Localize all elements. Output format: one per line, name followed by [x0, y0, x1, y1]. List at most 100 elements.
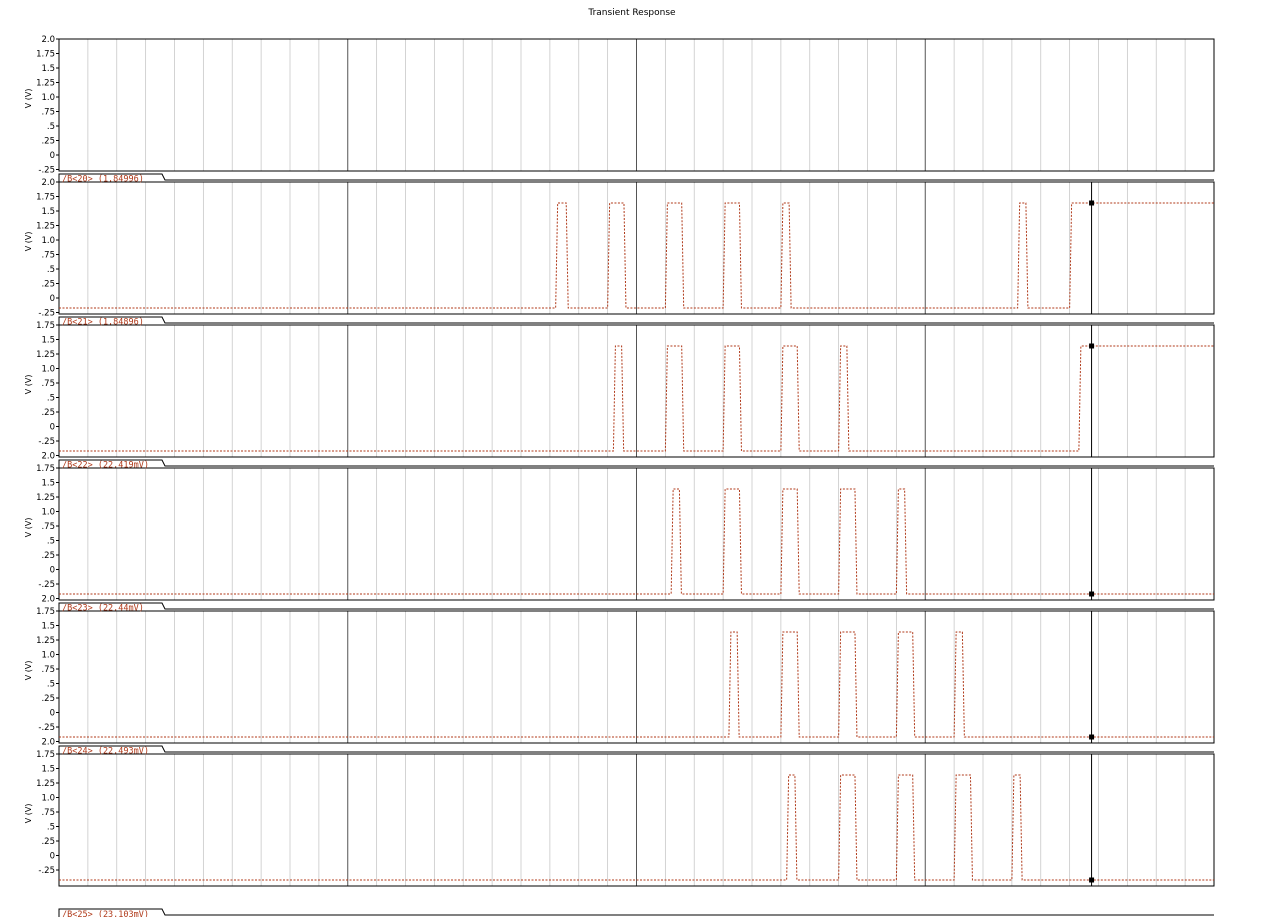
trace-line [59, 345, 1214, 452]
panel-2: 2.0 1.75 1.5 1.25 1.0 .75 .5 .25 0 -.25 V (V) /B<20… [24, 173, 1215, 319]
y-tick-label: 1.0 [41, 651, 55, 661]
plot-frame [58, 181, 1215, 315]
y-tick-label: 0 [50, 423, 55, 433]
y-tick-label: .25 [41, 551, 55, 561]
y-axis-label: V (V) [24, 804, 33, 824]
cursor-marker [1089, 343, 1095, 349]
trace-legend: /B<22> (22.419mV) [62, 461, 149, 471]
panels-layer: 2.01.751.51.251.0.75.5.250-.25V (V)2.01.… [24, 35, 1215, 887]
y-tick-label: 1.5 [41, 336, 55, 346]
y-tick-label: .25 [41, 694, 55, 704]
y-tick-label: -.25 [38, 723, 55, 733]
footer-legend-group: /B<25> (23.103mV) [58, 908, 1214, 917]
y-tick-label: .5 [47, 537, 55, 547]
y-tick-label: 0 [50, 709, 55, 719]
y-tick-label: 1.25 [36, 222, 55, 232]
y-tick-label: 0 [50, 294, 55, 304]
y-tick-label: 2.0 [41, 595, 55, 605]
y-tick-label: .25 [41, 408, 55, 418]
y-tick-label: 1.5 [41, 64, 55, 74]
y-tick-label: .5 [47, 680, 55, 690]
panel-4: 1.75 1.5 1.25 1.0 .75 .5 .25 0 -.25 2.0 V (V) /B<22… [24, 459, 1215, 605]
y-tick-label: .25 [41, 280, 55, 290]
trace-line [59, 774, 1214, 881]
y-tick-label: 1.75 [36, 50, 55, 60]
y-tick-label: 1.75 [36, 193, 55, 203]
y-tick-label: .75 [41, 808, 55, 818]
trace-legend: /B<21> (1.84896) [62, 318, 144, 328]
trace-line [59, 488, 1214, 595]
y-tick-label: 1.25 [36, 79, 55, 89]
y-tick-label: 1.75 [36, 750, 55, 760]
y-tick-label: 0 [50, 151, 55, 161]
y-tick-label: 0 [50, 852, 55, 862]
y-tick-label: -.25 [38, 309, 55, 319]
footer-legend-tab [58, 908, 1214, 917]
y-axis-label: V (V) [24, 518, 33, 538]
y-tick-label: 1.5 [41, 765, 55, 775]
y-tick-label: 2.0 [41, 35, 55, 45]
y-tick-label: 1.25 [36, 779, 55, 789]
y-tick-label: 1.25 [36, 493, 55, 503]
y-tick-label: .75 [41, 108, 55, 118]
y-tick-label: .25 [41, 837, 55, 847]
y-tick-label: 2.0 [41, 738, 55, 748]
legend-tab [58, 459, 1214, 468]
chart-title: Transient Response [587, 8, 676, 18]
y-tick-label: 1.5 [41, 479, 55, 489]
y-tick-label: .25 [41, 137, 55, 147]
legend-tab [58, 316, 1214, 325]
panel-6: 1.75 1.5 1.25 1.0 .75 .5 .25 0 -.25 V (V) /B<24> (… [24, 745, 1215, 887]
y-tick-label: 1.25 [36, 636, 55, 646]
panel-5: 1.75 1.5 1.25 1.0 .75 .5 .25 0 -.25 2.0 V (V) /B<23… [24, 602, 1215, 748]
y-tick-label: 1.75 [36, 321, 55, 331]
trace-legend: /B<24> (22.493mV) [62, 747, 149, 757]
plot-frame [58, 610, 1215, 744]
y-tick-label: -.25 [38, 866, 55, 876]
y-tick-label: 1.25 [36, 350, 55, 360]
legend-tab [58, 173, 1214, 182]
y-tick-label: 2.0 [41, 178, 55, 188]
cursor-marker [1089, 877, 1095, 883]
y-axis-label: V (V) [24, 661, 33, 681]
y-tick-label: .5 [47, 265, 55, 275]
panel-3: 1.75 1.5 1.25 1.0 .75 .5 .25 0 -.25 2.0 V (V) /B<21… [24, 316, 1215, 462]
y-axis-label: V (V) [24, 375, 33, 395]
trace-legend: /B<20> (1.84996) [62, 175, 144, 185]
y-tick-label: .5 [47, 122, 55, 132]
cursor-marker [1089, 734, 1095, 740]
legend-tab [58, 745, 1214, 754]
y-tick-label: -.25 [38, 580, 55, 590]
plot-frame [58, 38, 1215, 172]
y-tick-label: .75 [41, 665, 55, 675]
y-tick-label: .5 [47, 823, 55, 833]
trace-line [59, 631, 1214, 738]
y-tick-label: 2.0 [41, 452, 55, 462]
y-tick-label: 1.5 [41, 622, 55, 632]
trace-legend: /B<23> (22.44mV) [62, 604, 144, 614]
cursor-marker [1089, 200, 1095, 206]
y-tick-label: .75 [41, 379, 55, 389]
y-tick-label: 1.0 [41, 508, 55, 518]
y-tick-label: 1.75 [36, 464, 55, 474]
y-tick-label: 1.0 [41, 93, 55, 103]
y-tick-label: 1.0 [41, 794, 55, 804]
y-tick-label: 1.0 [41, 365, 55, 375]
y-tick-label: .75 [41, 522, 55, 532]
y-tick-label: 1.5 [41, 207, 55, 217]
y-tick-label: 0 [50, 566, 55, 576]
y-tick-label: .75 [41, 251, 55, 261]
legend-tab [58, 602, 1214, 611]
plot-frame [58, 753, 1215, 887]
y-tick-label: 1.75 [36, 607, 55, 617]
footer-trace-legend: /B<25> (23.103mV) [62, 910, 149, 917]
y-tick-label: 1.0 [41, 236, 55, 246]
y-tick-label: .5 [47, 394, 55, 404]
y-axis-label: V (V) [24, 89, 33, 109]
trace-line [59, 202, 1214, 309]
y-tick-label: -.25 [38, 437, 55, 447]
cursor-marker [1089, 591, 1095, 597]
y-axis-label: V (V) [24, 232, 33, 252]
panel-1: 2.0 1.75 1.5 1.25 1.0 .75 .5 .25 0 -.25 V (V) [24, 35, 1215, 176]
